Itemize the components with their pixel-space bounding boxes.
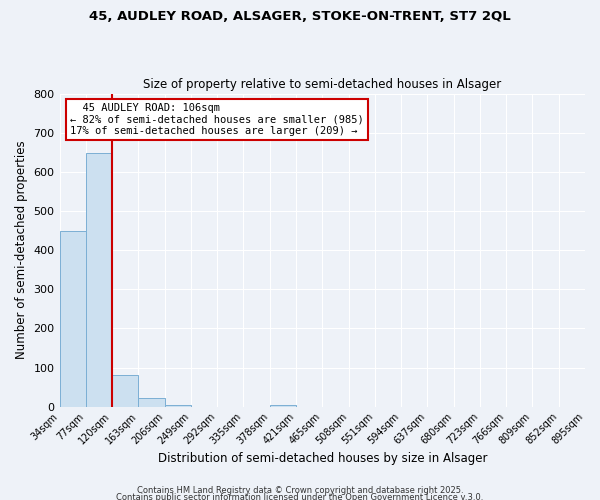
Text: 45 AUDLEY ROAD: 106sqm
← 82% of semi-detached houses are smaller (985)
17% of se: 45 AUDLEY ROAD: 106sqm ← 82% of semi-det…	[70, 103, 364, 136]
Text: Contains HM Land Registry data © Crown copyright and database right 2025.: Contains HM Land Registry data © Crown c…	[137, 486, 463, 495]
Bar	[86, 153, 112, 406]
Y-axis label: Number of semi-detached properties: Number of semi-detached properties	[15, 141, 28, 360]
X-axis label: Distribution of semi-detached houses by size in Alsager: Distribution of semi-detached houses by …	[158, 452, 487, 465]
Bar	[112, 376, 139, 406]
Title: Size of property relative to semi-detached houses in Alsager: Size of property relative to semi-detach…	[143, 78, 502, 91]
Bar	[139, 398, 164, 406]
Text: 45, AUDLEY ROAD, ALSAGER, STOKE-ON-TRENT, ST7 2QL: 45, AUDLEY ROAD, ALSAGER, STOKE-ON-TRENT…	[89, 10, 511, 23]
Text: Contains public sector information licensed under the Open Government Licence v.: Contains public sector information licen…	[116, 494, 484, 500]
Bar	[164, 404, 191, 406]
Bar	[270, 404, 296, 406]
Bar	[59, 230, 86, 406]
